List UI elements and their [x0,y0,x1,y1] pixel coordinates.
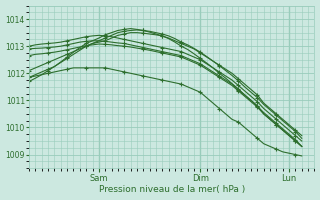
X-axis label: Pression niveau de la mer( hPa ): Pression niveau de la mer( hPa ) [99,185,245,194]
